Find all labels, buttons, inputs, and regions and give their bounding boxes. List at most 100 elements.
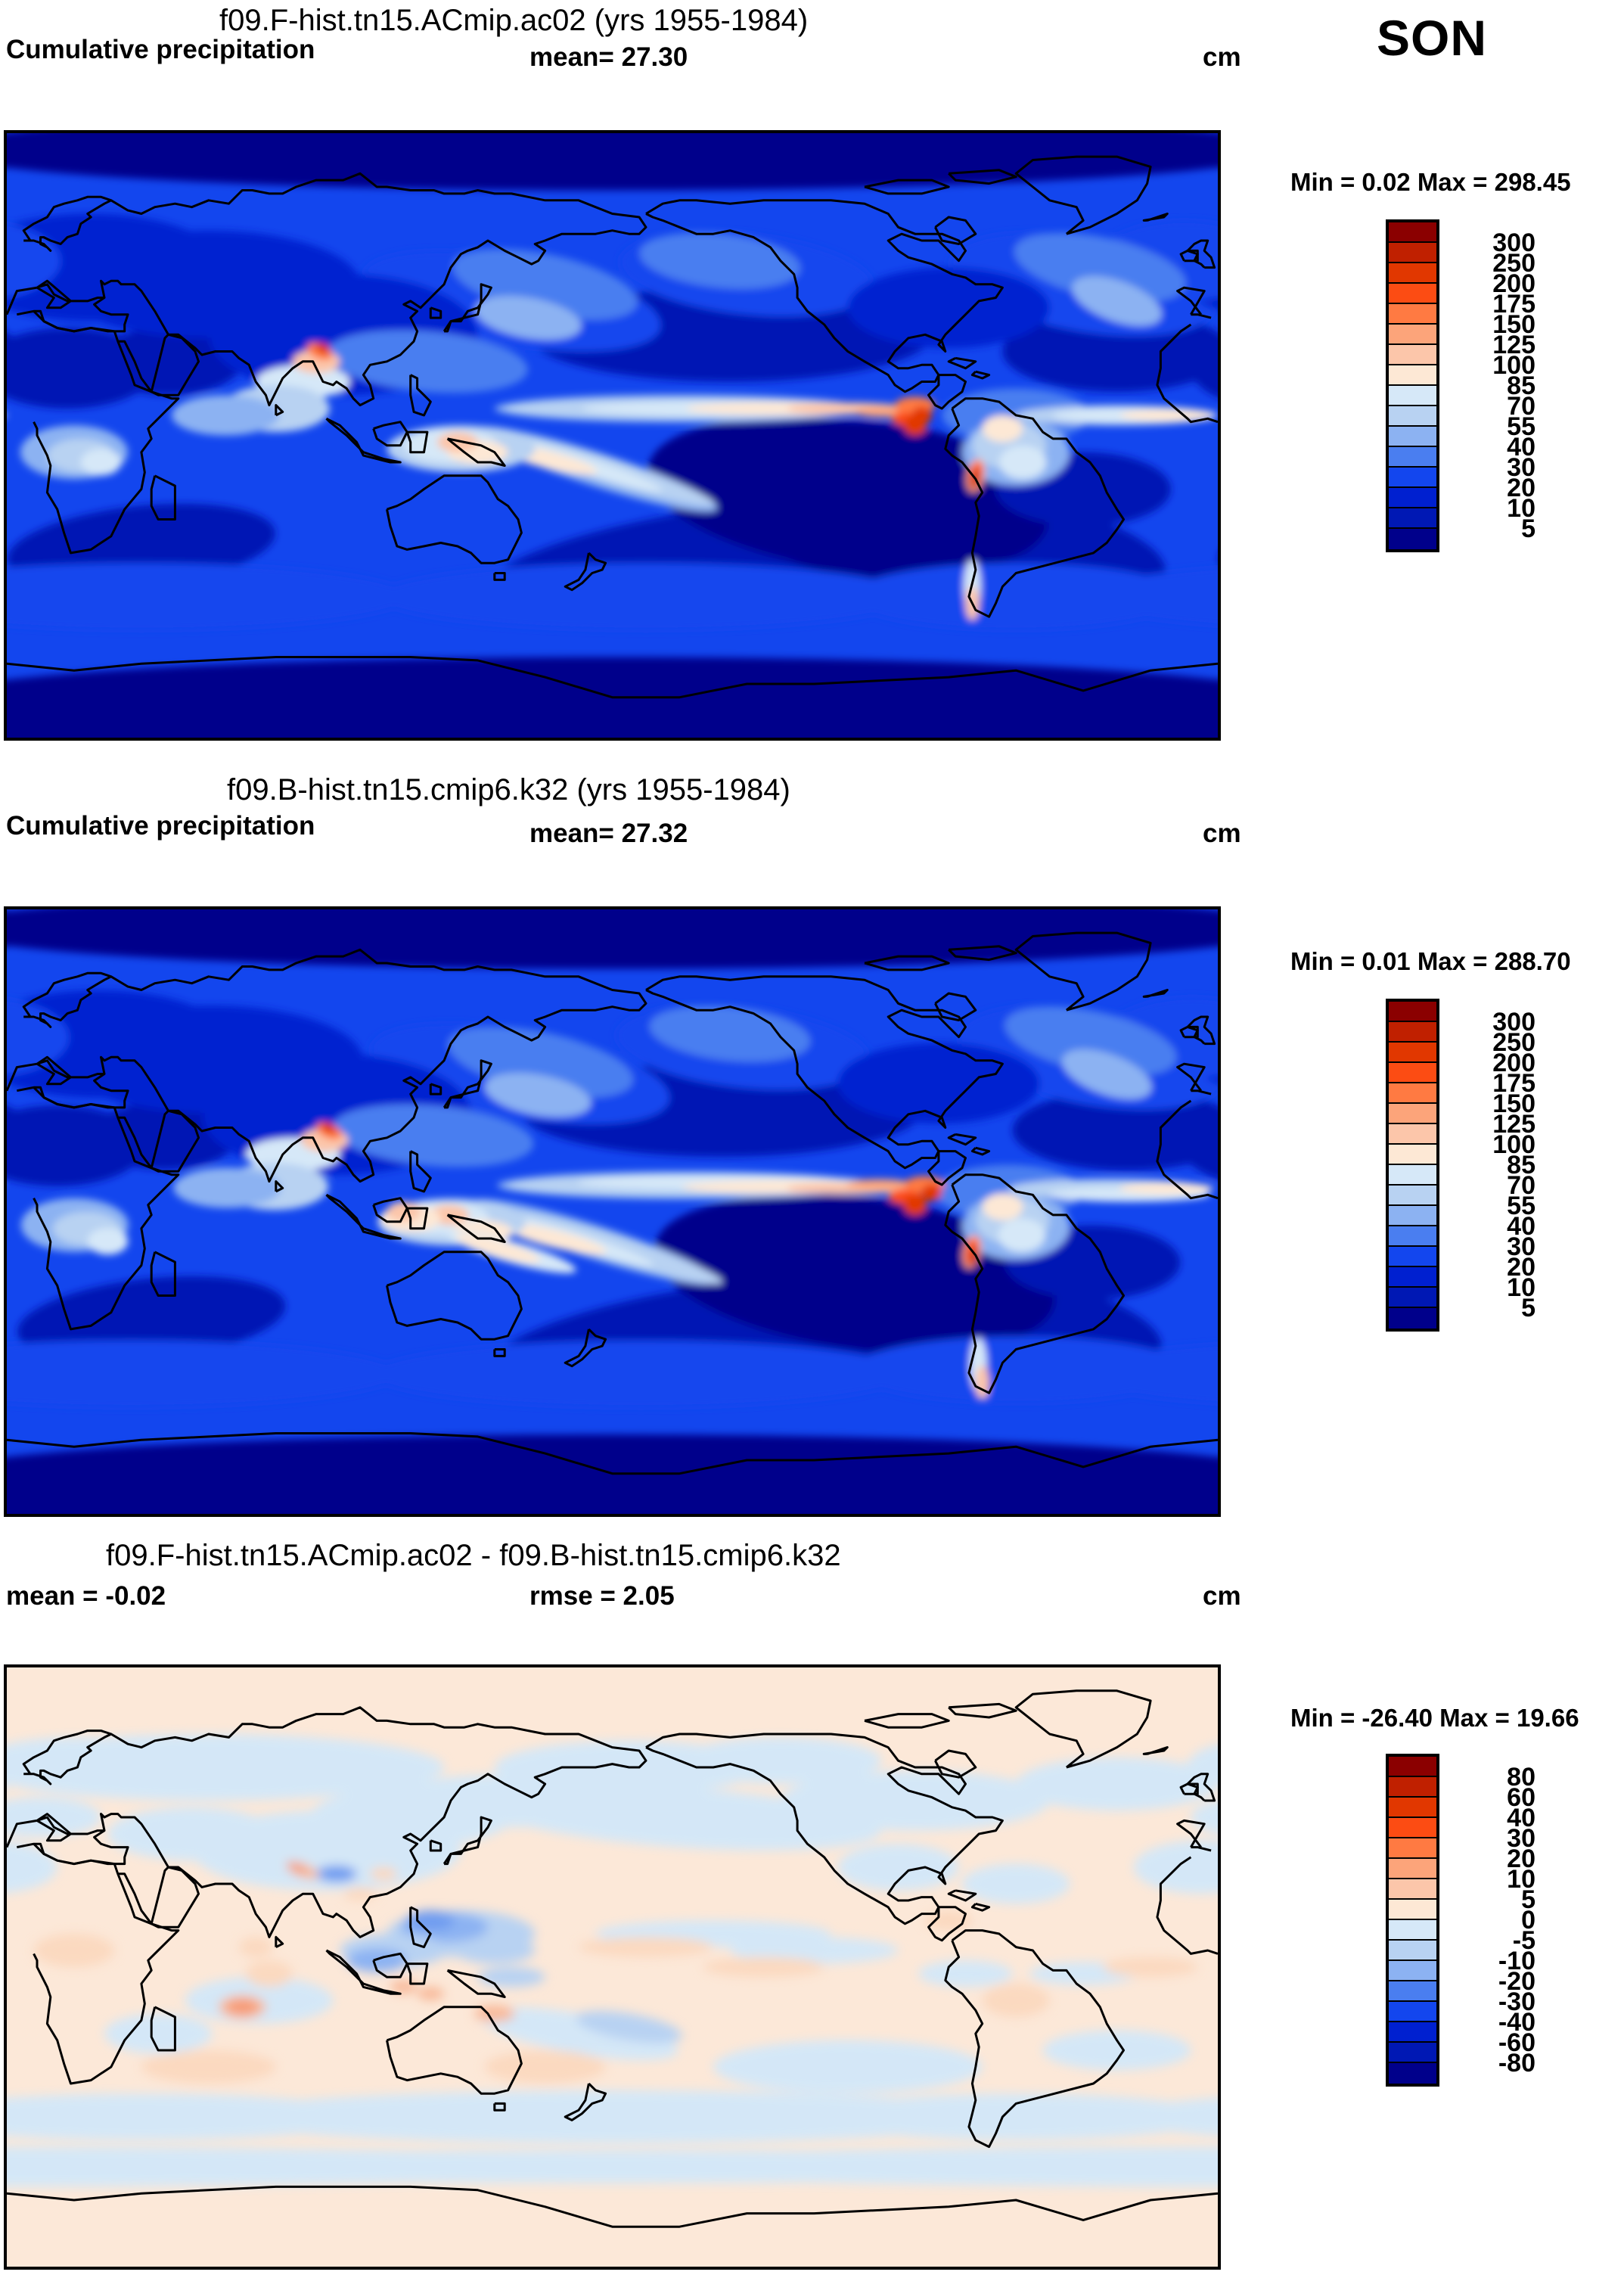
coastline [100,172,647,407]
coastline [372,1952,408,1978]
colorbar-swatch [1389,1002,1436,1022]
colorbar-swatch [1389,1308,1436,1329]
coastline [1179,1025,1199,1039]
colorbar-swatch [1389,1941,1436,1961]
colorbar-tick-label: 100 [1492,1130,1536,1159]
coastline [446,437,506,467]
coastline [117,1116,153,1169]
colorbar-swatch [1389,2022,1436,2043]
coastline [948,169,1017,185]
colorbar-tick-label: 55 [1507,1192,1536,1220]
coastline [100,948,647,1183]
colorbar-swatch [1389,222,1436,243]
colorbar-tick-label: -20 [1498,1967,1536,1996]
coastline [7,1432,1218,1475]
coastline [372,1197,408,1223]
coastline [22,1729,113,1785]
colorbar-swatch [1389,468,1436,488]
coastline [564,2082,607,2121]
colorbar-swatch [1389,386,1436,406]
coastline [564,552,607,592]
coastline [405,1207,429,1230]
coastline [429,306,442,319]
coastline [970,1146,991,1156]
panel-2-field-label: Cumulative precipitation [6,811,315,841]
colorbar-tick-label: 100 [1492,351,1536,380]
panel-1-title: f09.F-hist.tn15.ACmip.ac02 (yrs 1955-198… [219,4,809,37]
colorbar-tick-label: 0 [1521,1906,1536,1935]
coastline [1156,1099,1218,1200]
coastline [934,1749,977,1779]
coastline [1179,1782,1199,1795]
coastline [429,1083,442,1095]
colorbar-swatch [1389,1022,1436,1043]
colorbar-tick-label: 175 [1492,290,1536,319]
colorbar-swatch [1389,1757,1436,1777]
coastline [386,474,523,564]
coastline [1156,323,1218,424]
colorbar-swatch [1389,365,1436,386]
panel-1-units: cm [1203,42,1241,72]
coastline [275,1180,284,1193]
panel-1-mean: mean= 27.30 [529,42,688,72]
map-canvas [7,1667,1218,2267]
panel-3-mean: mean = -0.02 [6,1581,166,1611]
coastline [22,195,113,252]
colorbar-swatch [1389,304,1436,325]
colorbar-swatch [1389,243,1436,263]
coastline [927,1906,967,1942]
coastline [944,397,1125,618]
season-label: SON [1377,10,1488,66]
coastline [1176,286,1206,315]
coastline [405,1963,429,1985]
coastline [7,656,1218,699]
panel-1-field-label: Cumulative precipitation [6,35,315,64]
coastline [864,179,950,195]
colorbar-swatch [1389,1838,1436,1859]
coastline [117,340,153,393]
coastline [409,374,432,417]
colorbar-tick-label: -80 [1498,2049,1536,2078]
colorbar-tick-label: 20 [1507,474,1536,502]
colorbar-tick-label: 60 [1507,1783,1536,1812]
coastline [948,945,1017,962]
colorbar-tick-label: 30 [1507,1232,1536,1261]
coastline [934,216,977,245]
colorbar-precip-1 [1386,219,1439,552]
panel-1-minmax: Min = 0.02 Max = 298.45 [1290,168,1571,196]
coastline [1191,1846,1212,1852]
colorbar-tick-label: 30 [1507,1824,1536,1853]
panel-2-units: cm [1203,819,1241,848]
colorbar-swatch [1389,263,1436,284]
map-canvas [7,133,1218,738]
coastline [386,2006,523,2095]
coastline [22,971,113,1028]
colorbar-swatch [1389,1186,1436,1206]
colorbar-tick-label: 125 [1492,331,1536,359]
colorbar-swatch [1389,345,1436,365]
colorbar-swatch [1389,1206,1436,1226]
colorbar-tick-label: 5 [1521,1885,1536,1914]
colorbar-swatch [1389,1288,1436,1308]
colorbar-swatch [1389,1165,1436,1186]
coastline [429,1839,442,1852]
colorbar-tick-label: 40 [1507,1804,1536,1832]
colorbar-tick-label: -60 [1498,2028,1536,2057]
map-canvas [7,909,1218,1514]
colorbar-tick-label: 250 [1492,249,1536,278]
colorbar-tick-label: 175 [1492,1069,1536,1098]
colorbar-tick-label: 125 [1492,1110,1536,1139]
colorbar-swatch [1389,1145,1436,1165]
colorbar-swatch [1389,1900,1436,1920]
colorbar-swatch [1389,2063,1436,2084]
coastline [1176,1062,1206,1092]
colorbar-swatch [1389,1083,1436,1104]
colorbar-swatch [1389,325,1436,345]
panel-2-title: f09.B-hist.tn15.cmip6.k32 (yrs 1955-1984… [227,773,790,806]
colorbar-tick-label: 150 [1492,310,1536,339]
panel-2-mean: mean= 27.32 [529,819,688,848]
coastline [33,1086,180,1331]
coastline [944,1173,1125,1394]
coastline [1179,249,1199,263]
colorbar-swatch [1389,529,1436,549]
